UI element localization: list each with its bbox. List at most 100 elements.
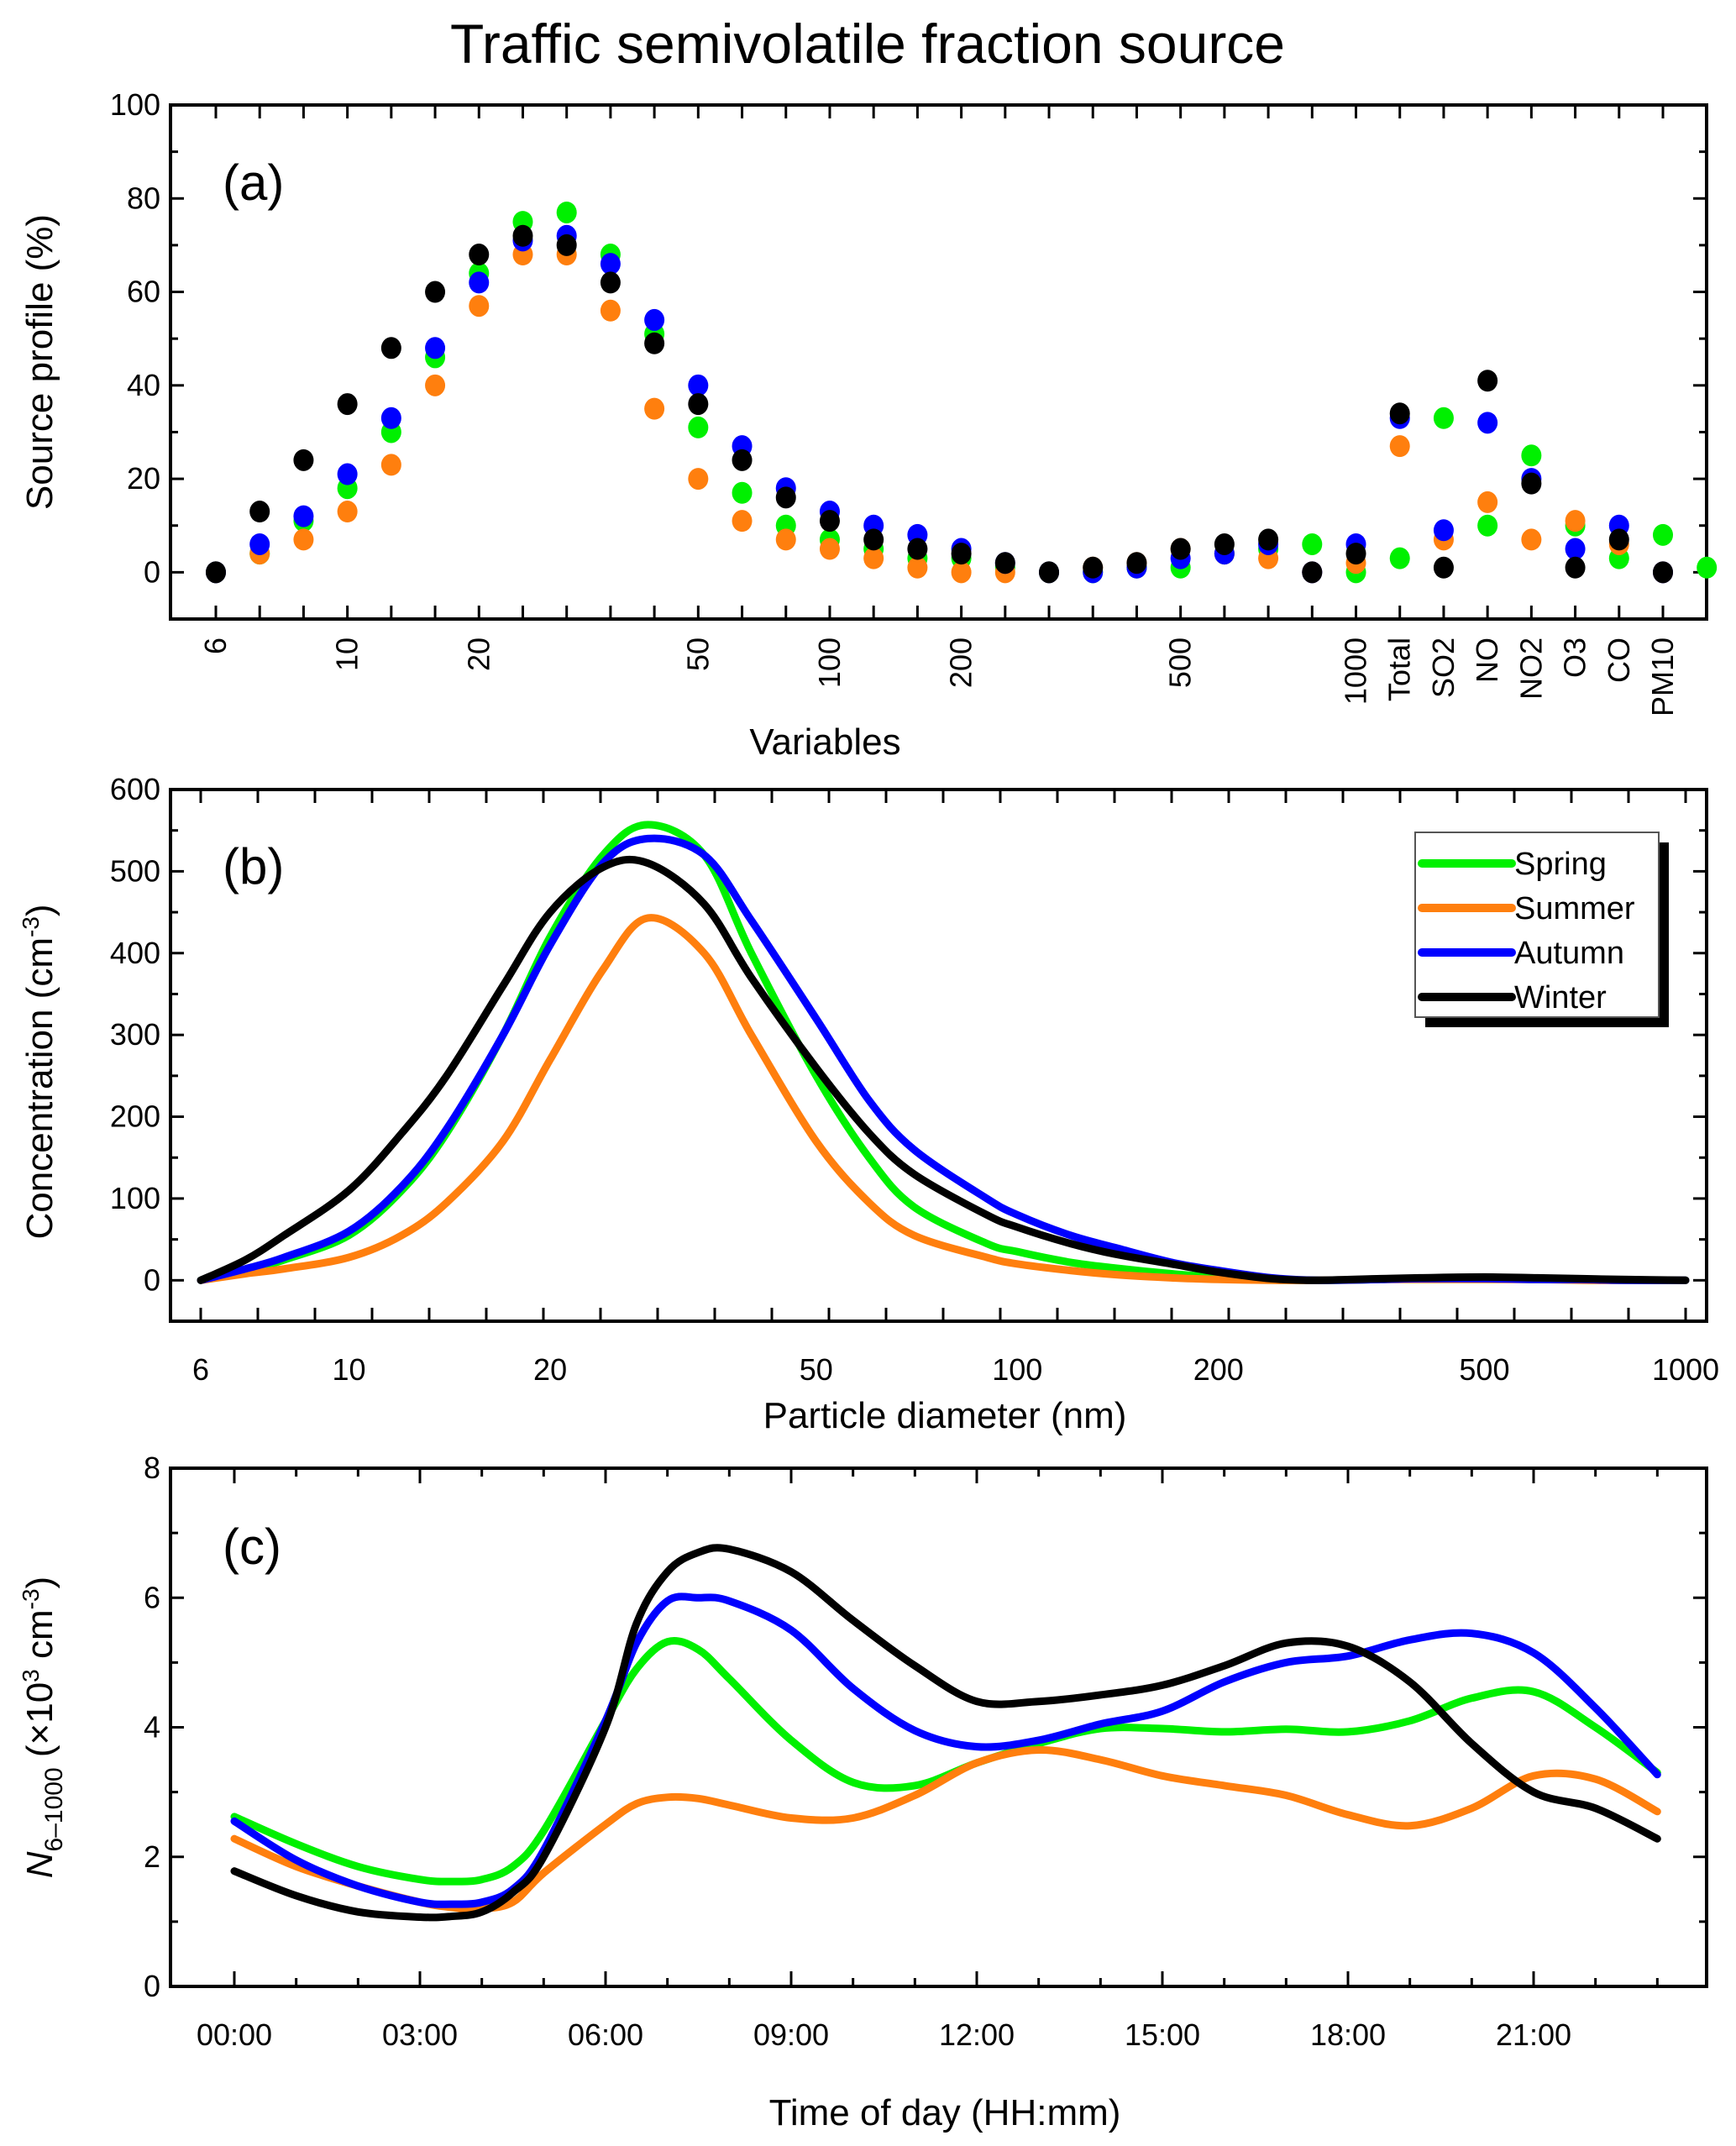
legend-label-summer: Summer (1514, 891, 1635, 926)
data-point-summer (775, 528, 796, 551)
x-tick-label: 200 (944, 638, 978, 688)
panel-c-diurnal-cycle: 0 2 4 6 8 00:00 03:00 06:00 09:00 12:00 15:00 18:00… (18, 1451, 1708, 2133)
data-point-summer (1521, 528, 1542, 551)
y-tick-label: 200 (110, 1099, 160, 1134)
data-point-winter (425, 281, 446, 303)
y-tick-label: 2 (144, 1839, 160, 1874)
data-point-winter (556, 233, 577, 256)
data-point-winter (512, 224, 533, 247)
y-tick-label: 6 (144, 1580, 160, 1614)
series-line-winter (197, 855, 1690, 1284)
data-point-winter (600, 271, 621, 294)
data-point-spring (732, 481, 753, 504)
data-point-summer (732, 510, 753, 533)
panel-label: (b) (223, 838, 284, 895)
data-point-winter (1521, 472, 1542, 495)
data-point-winter (644, 332, 665, 354)
data-point-winter (1389, 402, 1410, 425)
y-tick-label: 20 (127, 461, 160, 496)
x-tick-label: CO (1602, 638, 1636, 683)
y-tick-label: 100 (110, 1181, 160, 1215)
x-tick-label: 6 (192, 1352, 209, 1387)
data-point-winter (1477, 370, 1498, 392)
data-point-summer (819, 538, 840, 560)
data-point-winter (337, 393, 358, 416)
data-point-summer (600, 299, 621, 322)
series-line-spring (230, 1636, 1661, 1886)
legend-label-autumn: Autumn (1514, 936, 1624, 971)
data-point-autumn (688, 374, 709, 396)
data-point-winter (249, 501, 270, 523)
panel-a-source-profile: 0 20 40 60 80 100 6 10 20 50 100 200 500 1000 Total SO2… (19, 87, 1718, 763)
x-tick-label: 03:00 (382, 2017, 458, 2052)
data-point-winter (1345, 543, 1366, 565)
x-tick-label: 18:00 (1310, 2017, 1386, 2052)
data-point-spring (1302, 533, 1323, 555)
data-point-summer (951, 561, 972, 584)
data-point-winter (1214, 533, 1235, 555)
data-point-winter (732, 449, 753, 471)
data-point-winter (688, 393, 709, 416)
data-point-winter (1258, 528, 1279, 551)
x-tick-label: 06:00 (568, 2017, 643, 2052)
panel-label: (a) (223, 155, 284, 211)
data-point-autumn (425, 337, 446, 359)
data-point-winter (1608, 528, 1629, 551)
panel-label: (c) (223, 1519, 281, 1575)
x-tick-label: 50 (800, 1352, 833, 1387)
panel-b-size-distribution: 0 100 200 300 400 500 600 6 10 20 50 100 200 500 1000 P… (18, 772, 1719, 1436)
x-tick-label: 1000 (1339, 638, 1373, 705)
x-tick-label: 20 (533, 1352, 567, 1387)
data-point-winter (1083, 556, 1104, 579)
data-point-winter (863, 528, 884, 551)
data-point-summer (1389, 435, 1410, 458)
data-point-winter (1302, 561, 1323, 584)
data-point-winter (994, 552, 1015, 575)
data-point-spring (1389, 547, 1410, 569)
data-point-autumn (293, 505, 314, 527)
data-point-winter (1653, 561, 1673, 584)
data-point-autumn (249, 533, 270, 555)
data-point-spring (556, 201, 577, 223)
x-axis-label: Variables (749, 721, 900, 763)
y-tick-label: 0 (144, 1969, 160, 2003)
data-point-autumn (600, 253, 621, 275)
plot-frame (169, 103, 1708, 621)
data-point-winter (1433, 556, 1454, 579)
legend-label-spring: Spring (1514, 847, 1607, 882)
data-point-winter (819, 510, 840, 533)
data-point-winter (1565, 556, 1586, 579)
data-point-summer (425, 374, 446, 396)
plot-frame (169, 1467, 1708, 1988)
data-point-winter (907, 538, 928, 560)
y-axis-label: N6–1000 (×103 cm-3) (18, 1577, 68, 1878)
data-point-winter (951, 543, 972, 565)
x-tick-label: 500 (1163, 638, 1198, 688)
x-tick-label: NO2 (1513, 638, 1548, 700)
figure-title: Traffic semivolatile fraction source (450, 13, 1285, 75)
x-tick-label: 09:00 (753, 2017, 829, 2052)
x-tick-label: 500 (1459, 1352, 1509, 1387)
data-point-winter (775, 486, 796, 509)
data-point-spring (1477, 514, 1498, 537)
y-tick-label: 300 (110, 1017, 160, 1052)
data-point-summer (644, 397, 665, 420)
data-point-winter (1126, 552, 1147, 575)
series-line-autumn (230, 1592, 1661, 1908)
x-tick-label: 6 (198, 638, 233, 654)
x-tick-label: 15:00 (1125, 2017, 1200, 2052)
x-axis-label: Particle diameter (nm) (763, 1395, 1127, 1436)
data-point-winter (1170, 538, 1191, 560)
x-tick-label: SO2 (1426, 638, 1461, 698)
data-point-autumn (337, 463, 358, 485)
series-line-winter (230, 1544, 1661, 1922)
x-tick-label: NO (1470, 638, 1504, 683)
data-point-spring (688, 416, 709, 438)
y-tick-label: 80 (127, 181, 160, 215)
x-tick-label: O3 (1558, 638, 1592, 678)
x-tick-label: 00:00 (197, 2017, 272, 2052)
x-tick-label: PM10 (1645, 638, 1680, 716)
data-point-spring (1433, 407, 1454, 429)
x-tick-label: 200 (1193, 1352, 1244, 1387)
